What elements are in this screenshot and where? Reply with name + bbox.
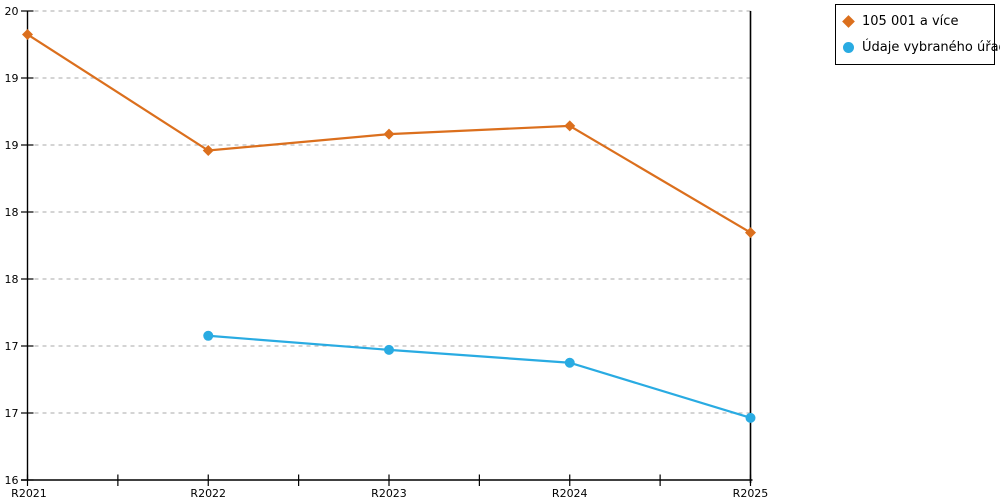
legend-label: Údaje vybraného úřadu bbox=[862, 39, 1000, 55]
legend: 105 001 a více Údaje vybraného úřadu bbox=[835, 4, 1000, 65]
y-axis-tick-label: 18 bbox=[5, 206, 19, 219]
diamond-marker-icon bbox=[842, 15, 855, 29]
data-point-marker bbox=[564, 357, 575, 368]
data-point-marker bbox=[564, 120, 576, 132]
x-axis-label: R2024 bbox=[552, 487, 588, 500]
y-axis-tick-label: 19 bbox=[5, 72, 19, 85]
data-point-marker bbox=[383, 128, 395, 140]
data-point-marker bbox=[202, 145, 214, 157]
data-point-marker bbox=[384, 344, 394, 355]
y-axis-tick-label: 17 bbox=[5, 340, 19, 353]
legend-label: 105 001 a více bbox=[862, 14, 959, 30]
y-axis-tick-label: 17 bbox=[5, 407, 19, 420]
x-axis-label: R2025 bbox=[733, 487, 769, 500]
y-axis-tick-label: 18 bbox=[5, 273, 19, 286]
x-axis-label: R2022 bbox=[190, 487, 226, 500]
data-point-marker bbox=[745, 227, 756, 239]
data-point-marker bbox=[745, 412, 756, 423]
data-point-marker bbox=[203, 330, 214, 341]
y-axis-tick-label: 20 bbox=[5, 5, 19, 18]
legend-item-udaje-vybraneho-uradu: Údaje vybraného úřadu bbox=[836, 41, 1000, 54]
x-axis-label: R2021 bbox=[11, 487, 47, 500]
data-point-marker bbox=[22, 28, 33, 40]
x-axis-label: R2023 bbox=[371, 487, 407, 500]
y-axis-tick-label: 16 bbox=[5, 474, 19, 487]
circle-marker-icon bbox=[843, 41, 854, 53]
series-line bbox=[208, 334, 751, 419]
y-axis-tick-label: 19 bbox=[5, 139, 19, 152]
legend-item-105-001-a-vice: 105 001 a více bbox=[836, 15, 994, 28]
